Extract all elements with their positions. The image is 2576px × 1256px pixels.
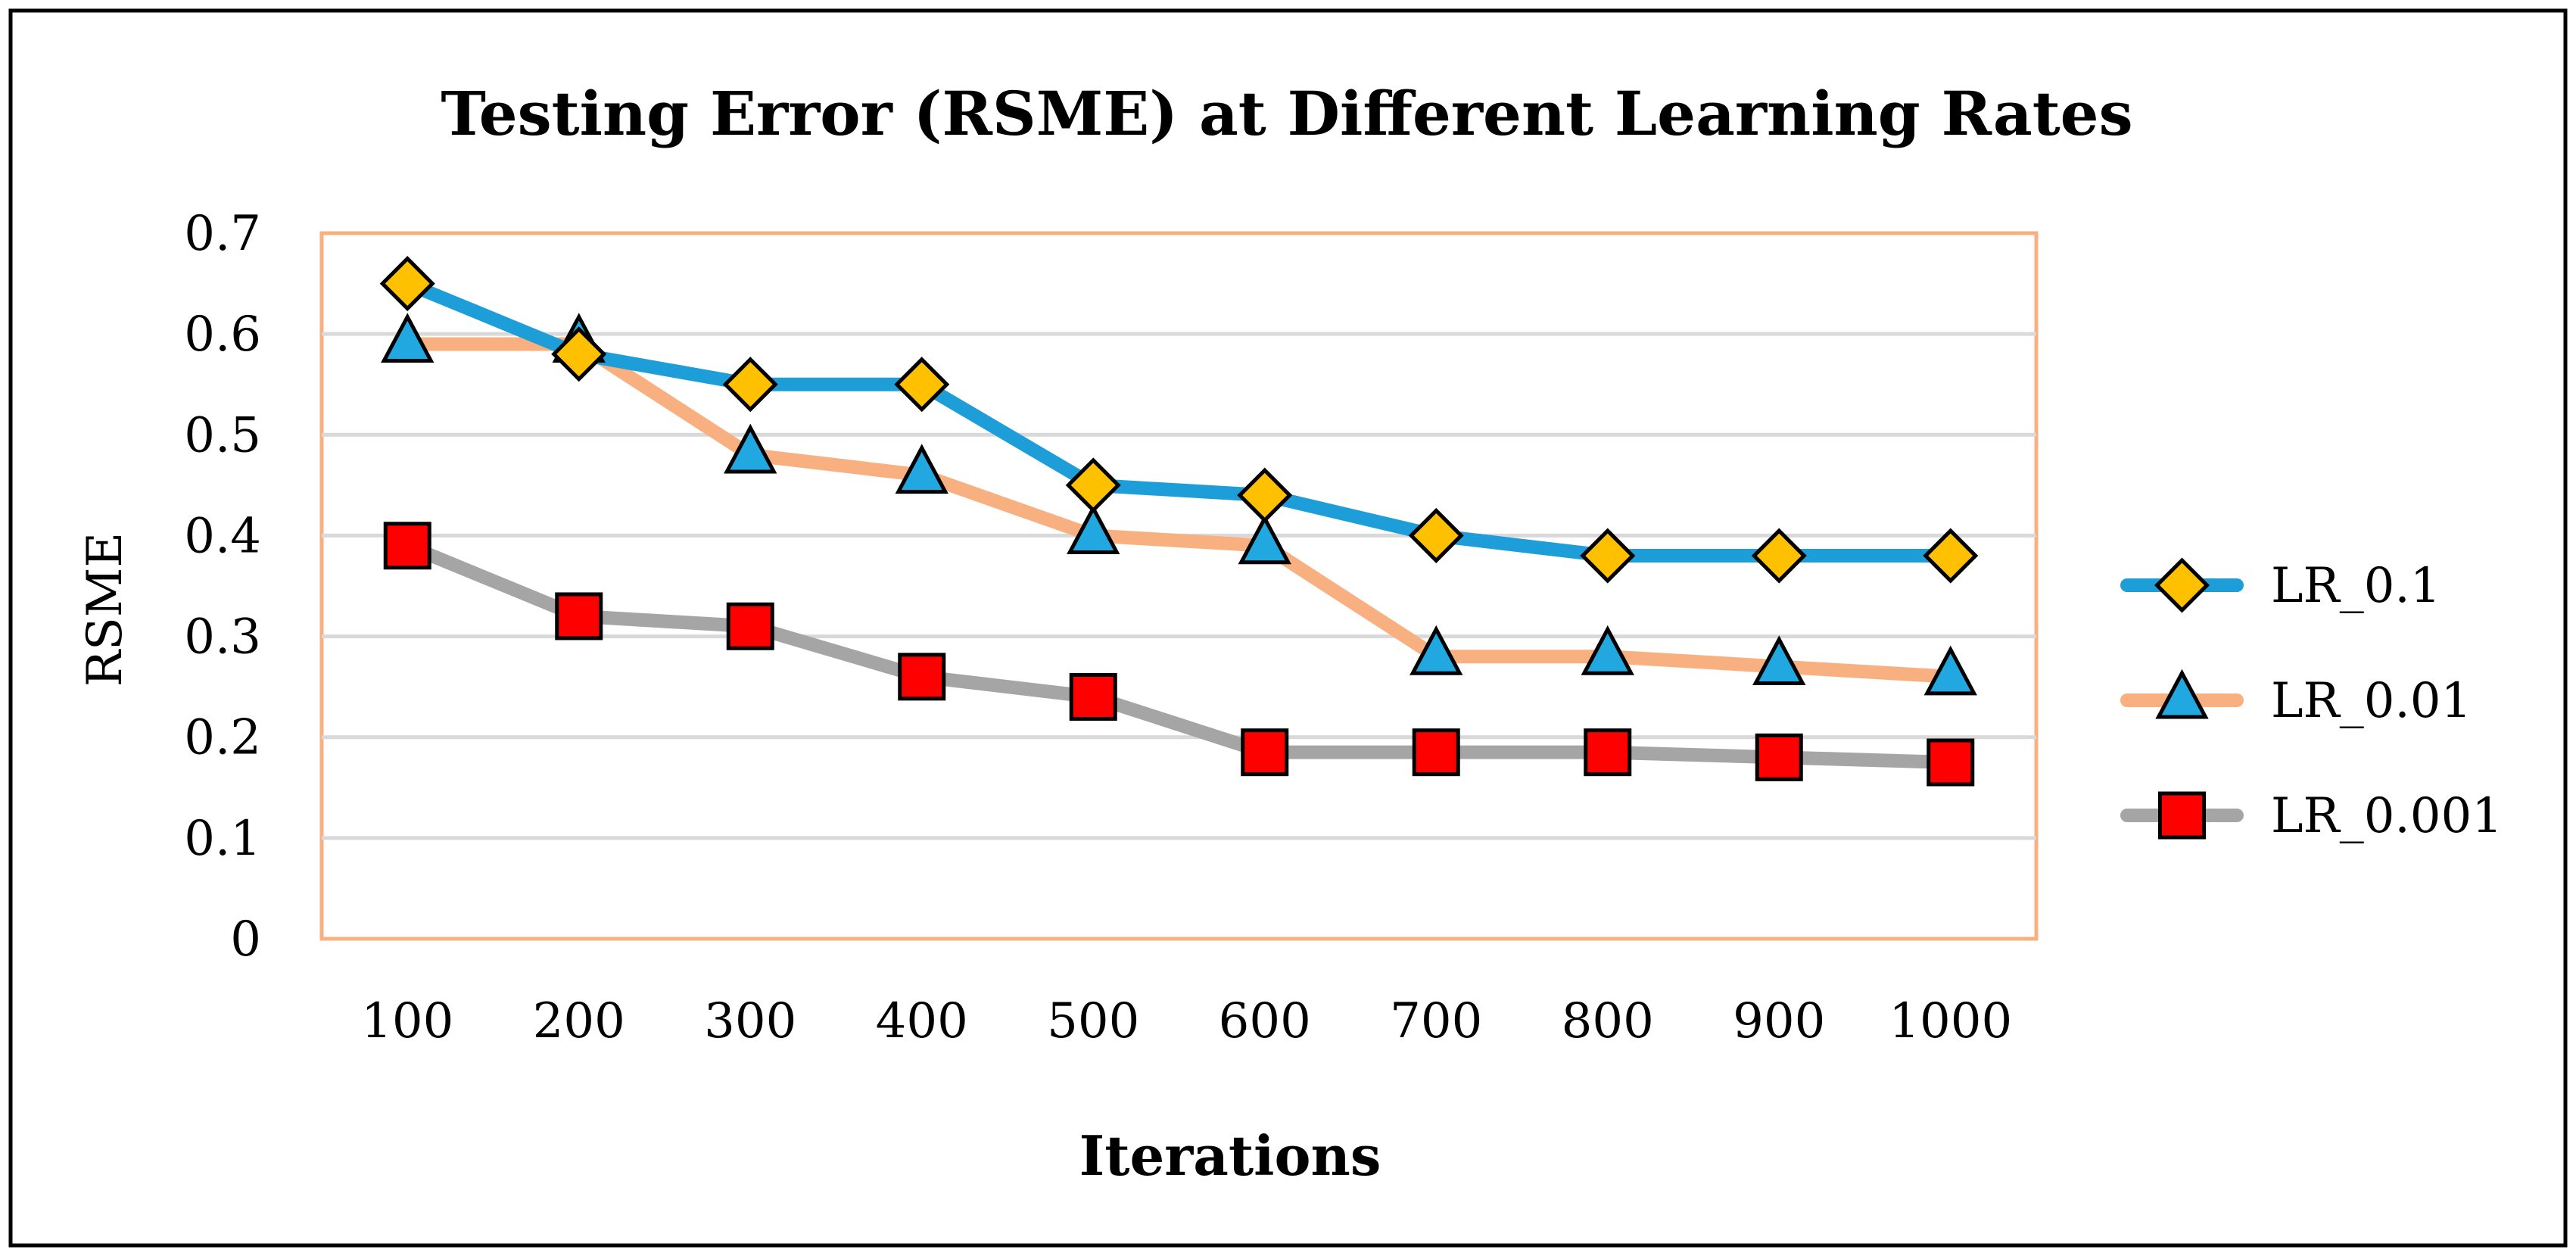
x-tick-label: 100 [361,993,453,1049]
data-point-LR_0.01 [895,444,948,494]
data-point-LR_0.001 [1755,733,1803,781]
plot-border [319,231,2039,941]
data-point-LR_0.1 [1237,467,1293,523]
data-point-LR_0.1 [1923,528,1979,584]
legend-label: LR_0.001 [2271,788,2503,844]
chart-title: Testing Error (RSME) at Different Learni… [441,78,2132,149]
data-point-LR_0.01 [724,423,777,474]
legend-entry: LR_0.01 [2120,669,2472,729]
data-point-LR_0.01 [1067,504,1120,554]
legend-entry: LR_0.1 [2120,557,2441,614]
x-tick-label: 400 [876,993,968,1049]
data-point-LR_0.001 [1584,728,1632,777]
data-point-LR_0.1 [551,326,607,382]
data-point-LR_0.01 [1238,514,1291,565]
data-point-LR_0.001 [1927,738,1975,787]
data-point-LR_0.1 [1408,507,1464,563]
x-tick-label: 200 [533,993,625,1049]
data-point-LR_0.1 [722,357,778,413]
y-tick-label: 0.4 [184,508,261,564]
data-point-LR_0.001 [1069,672,1117,721]
y-tick-label: 0.7 [184,206,261,262]
y-tick-label: 0 [230,912,261,968]
y-tick-label: 0.3 [184,609,261,665]
x-tick-label: 900 [1733,993,1825,1049]
x-tick-label: 500 [1047,993,1139,1049]
y-tick-label: 0.2 [184,710,261,766]
data-point-LR_0.001 [1241,728,1289,777]
data-point-LR_0.1 [1580,528,1636,584]
data-point-LR_0.01 [1409,625,1463,675]
data-point-LR_0.01 [1923,645,1977,696]
data-point-LR_0.001 [1412,728,1460,777]
y-axis-title: RSME [77,532,133,687]
legend-marker [2155,669,2209,719]
data-point-LR_0.01 [1581,625,1634,675]
data-point-LR_0.1 [1065,457,1121,513]
data-point-LR_0.001 [898,653,946,701]
legend: LR_0.1 LR_0.01 LR_0.001 [2120,557,2503,844]
y-tick-label: 0.1 [184,811,261,867]
legend-label: LR_0.01 [2271,673,2472,729]
series-line-LR_0.1 [400,276,1958,563]
legend-marker [2158,791,2206,840]
x-tick-label: 1000 [1889,993,2012,1049]
data-point-LR_0.1 [379,256,435,312]
x-axis-title: Iterations [1079,1124,1381,1188]
legend-label: LR_0.1 [2271,558,2441,614]
y-tick-label: 0.6 [184,307,261,363]
data-point-LR_0.001 [555,592,603,640]
data-point-LR_0.1 [894,357,950,413]
data-point-LR_0.1 [1751,528,1807,584]
legend-entry: LR_0.001 [2120,788,2503,844]
y-tick-label: 0.5 [184,407,261,463]
data-point-LR_0.01 [381,313,435,363]
x-tick-label: 300 [704,993,796,1049]
outer-frame [8,8,2568,1248]
x-tick-label: 700 [1390,993,1482,1049]
legend-marker [2154,557,2210,613]
series-line-LR_0.001 [400,538,1958,769]
x-tick-label: 800 [1562,993,1654,1049]
data-point-LR_0.001 [726,602,774,650]
plot-area: 0 0.1 0.2 0.3 0.4 0.5 0.6 0.7 100 200 300 400 500 600… [184,206,2039,1049]
data-point-LR_0.001 [383,522,431,570]
x-tick-label: 600 [1219,993,1311,1049]
data-point-LR_0.01 [1752,635,1806,686]
series-line-LR_0.01 [400,337,1958,684]
